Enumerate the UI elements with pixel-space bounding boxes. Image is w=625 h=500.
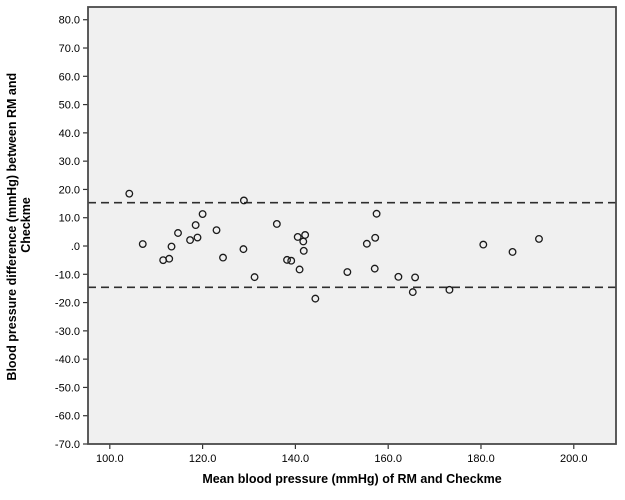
y-tick-label: -10.0	[55, 269, 80, 281]
data-point	[411, 273, 420, 282]
data-point	[239, 245, 248, 254]
data-point	[445, 285, 454, 294]
y-tick-label: -70.0	[55, 439, 80, 451]
data-point	[219, 253, 227, 262]
y-tick-label: -40.0	[55, 354, 80, 366]
data-point	[295, 265, 304, 274]
data-point	[174, 229, 182, 237]
x-tick-label: 160.0	[374, 453, 402, 465]
data-point	[198, 210, 207, 218]
y-tick-label: 70.0	[59, 43, 80, 55]
data-point	[250, 273, 259, 282]
limit-lines-layer	[88, 201, 616, 289]
data-point	[362, 239, 371, 248]
data-point	[125, 189, 134, 198]
data-point	[343, 268, 352, 276]
y-tick-label: 50.0	[59, 100, 80, 112]
data-point	[535, 234, 543, 243]
plot-area-frame	[87, 6, 617, 445]
y-tick-label: 10.0	[59, 213, 80, 225]
data-point	[372, 209, 381, 218]
y-tick-label: -60.0	[55, 411, 80, 423]
data-point	[283, 255, 291, 264]
data-point	[394, 272, 403, 281]
x-tick-label: 100.0	[96, 453, 124, 465]
y-tick-label: 80.0	[59, 15, 80, 27]
y-axis-title: Blood pressure difference (mmHg) between…	[5, 69, 33, 380]
x-axis-title: Mean blood pressure (mmHg) of RM and Che…	[202, 472, 501, 486]
data-point	[186, 236, 195, 245]
data-point	[287, 256, 296, 265]
y-tick-label: -20.0	[55, 298, 80, 310]
x-tick-label: 180.0	[467, 453, 495, 465]
y-tick-label: .0	[71, 241, 80, 253]
y-tick-label: -30.0	[55, 326, 80, 338]
data-point	[408, 288, 417, 297]
data-point	[193, 233, 202, 242]
y-axis-title-line1: Blood pressure difference (mmHg) between…	[5, 73, 19, 381]
data-point	[293, 233, 302, 241]
data-point	[212, 226, 221, 235]
data-point	[165, 254, 174, 263]
data-point	[138, 240, 147, 248]
y-tick-label: 30.0	[59, 156, 80, 168]
data-point	[311, 294, 320, 303]
x-tick-label: 200.0	[560, 453, 588, 465]
data-point	[167, 242, 176, 251]
data-point	[370, 264, 379, 273]
y-axis-title-line2: Checkme	[19, 197, 33, 253]
y-tick-label: 60.0	[59, 71, 80, 83]
y-tick-label: 20.0	[59, 184, 80, 196]
y-tick-label: 40.0	[59, 128, 80, 140]
scatter-points-layer	[125, 189, 543, 303]
data-point	[299, 237, 308, 246]
data-point	[479, 240, 488, 249]
data-point	[272, 219, 281, 228]
data-point	[508, 247, 517, 256]
data-point	[299, 246, 308, 255]
y-tick-label: -50.0	[55, 382, 80, 394]
x-tick-label: 140.0	[282, 453, 310, 465]
data-point	[239, 196, 248, 205]
plot-area-background	[88, 7, 616, 444]
x-tick-label: 120.0	[189, 453, 217, 465]
data-point	[191, 221, 200, 230]
axis-ticks-layer: 80.0 70.0 60.0 50.0 40.0 30.0 20.0 10.0 .0 -10.0 -…	[55, 15, 588, 465]
data-point	[371, 233, 380, 242]
